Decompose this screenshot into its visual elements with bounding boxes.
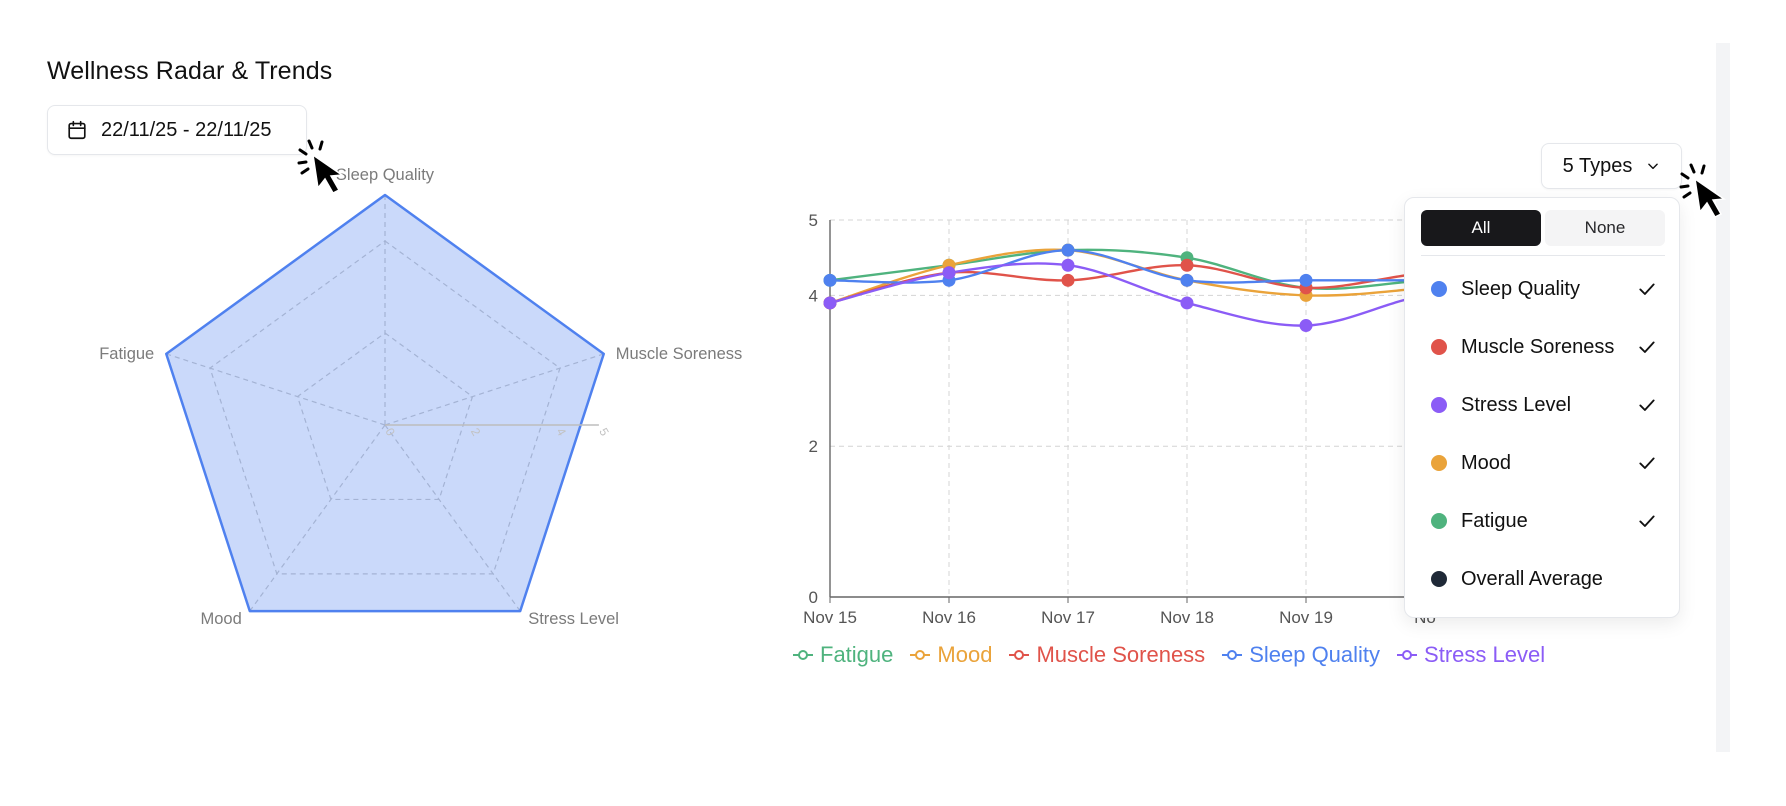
data-point	[1180, 273, 1194, 287]
type-option-label: Sleep Quality	[1461, 277, 1580, 300]
data-point	[1299, 273, 1313, 287]
legend-label: Sleep Quality	[1249, 642, 1381, 667]
scrollbar-track[interactable]	[1716, 43, 1730, 752]
legend-label: Muscle Soreness	[1036, 642, 1206, 667]
x-tick-label: Nov 18	[1160, 608, 1214, 627]
legend-item[interactable]: Mood	[909, 642, 992, 668]
type-option-mood[interactable]: Mood	[1405, 434, 1681, 492]
legend-line-icon	[1397, 650, 1418, 660]
date-range-label: 22/11/25 - 22/11/25	[101, 118, 272, 141]
type-option-label: Overall Average	[1461, 567, 1603, 590]
data-point	[1299, 319, 1313, 333]
line-chart-legend: Fatigue Mood Muscle Soreness Sleep Quality S…	[792, 640, 1545, 670]
legend-label: Stress Level	[1424, 642, 1546, 667]
x-tick-label: Nov 16	[922, 608, 976, 627]
data-point	[1061, 243, 1075, 257]
type-option-sleep-quality[interactable]: Sleep Quality	[1405, 260, 1681, 318]
type-option-label: Muscle Soreness	[1461, 335, 1615, 358]
date-range-button[interactable]: 22/11/25 - 22/11/25	[47, 105, 307, 155]
legend-item[interactable]: Fatigue	[792, 642, 893, 668]
radar-axis-label: Sleep Quality	[336, 166, 435, 184]
type-option-overall-average[interactable]: Overall Average	[1405, 550, 1681, 608]
color-dot-icon	[1431, 397, 1447, 413]
color-dot-icon	[1431, 455, 1447, 471]
legend-line-icon	[910, 650, 931, 660]
dropdown-divider	[1421, 255, 1665, 256]
data-point	[942, 266, 956, 280]
y-tick-label: 5	[809, 211, 818, 230]
check-icon	[1639, 341, 1655, 353]
legend-line-icon	[793, 650, 813, 660]
radar-axis-label: Stress Level	[528, 610, 619, 628]
legend-label: Mood	[937, 642, 993, 667]
check-icon	[1639, 457, 1655, 469]
select-all-button[interactable]: All	[1421, 210, 1541, 246]
type-option-muscle-soreness[interactable]: Muscle Soreness	[1405, 318, 1681, 376]
type-option-fatigue[interactable]: Fatigue	[1405, 492, 1681, 550]
type-option-label: Stress Level	[1461, 393, 1572, 416]
check-icon	[1639, 399, 1655, 411]
type-option-stress-level[interactable]: Stress Level	[1405, 376, 1681, 434]
click-cursor-icon	[297, 139, 345, 194]
calendar-icon	[68, 120, 86, 140]
y-tick-label: 2	[809, 437, 818, 456]
x-tick-label: Nov 19	[1279, 608, 1333, 627]
radar-axis-label: Mood	[201, 610, 242, 628]
radar-grid-ring	[296, 332, 474, 501]
legend-item[interactable]: Stress Level	[1396, 642, 1545, 668]
types-filter-button[interactable]: 5 Types	[1541, 143, 1682, 189]
data-point	[823, 296, 837, 310]
legend-label: Fatigue	[820, 642, 894, 667]
type-option-label: Fatigue	[1461, 509, 1528, 532]
radar-grid-ring	[209, 240, 561, 575]
data-point	[1061, 273, 1075, 287]
radar-tick-label: 5	[596, 426, 612, 439]
color-dot-icon	[1431, 571, 1447, 587]
radar-spoke	[249, 424, 386, 612]
y-tick-label: 4	[809, 286, 818, 305]
color-dot-icon	[1431, 339, 1447, 355]
radar-spoke	[384, 424, 521, 612]
radar-data-area	[165, 193, 605, 613]
radar-spoke	[384, 353, 604, 426]
radar-spoke	[166, 353, 386, 426]
types-filter-label: 5 Types	[1562, 154, 1633, 177]
check-icon	[1639, 515, 1655, 527]
radar-axis-label: Fatigue	[99, 345, 154, 363]
types-filter-dropdown: All None Sleep Quality Muscle Soreness Str…	[1404, 197, 1680, 618]
color-dot-icon	[1431, 513, 1447, 529]
select-all-none-toggle: All None	[1421, 210, 1665, 246]
legend-line-icon	[1009, 650, 1030, 660]
click-cursor-icon	[1679, 163, 1727, 218]
legend-item[interactable]: Sleep Quality	[1221, 642, 1380, 668]
y-tick-label: 0	[809, 588, 818, 607]
type-option-label: Mood	[1461, 451, 1512, 474]
data-point	[1180, 296, 1194, 310]
color-dot-icon	[1431, 281, 1447, 297]
legend-line-icon	[1222, 650, 1243, 660]
chevron-down-icon	[1648, 163, 1659, 170]
legend-item[interactable]: Muscle Soreness	[1008, 642, 1205, 668]
data-point	[823, 273, 837, 287]
radar-axis-label: Muscle Soreness	[616, 345, 743, 363]
x-tick-label: Nov 15	[803, 608, 857, 627]
check-icon	[1639, 283, 1655, 295]
page-title: Wellness Radar & Trends	[47, 57, 333, 85]
select-none-button[interactable]: None	[1545, 210, 1665, 246]
data-point	[1180, 258, 1194, 272]
data-point	[1061, 258, 1075, 272]
x-tick-label: Nov 17	[1041, 608, 1095, 627]
